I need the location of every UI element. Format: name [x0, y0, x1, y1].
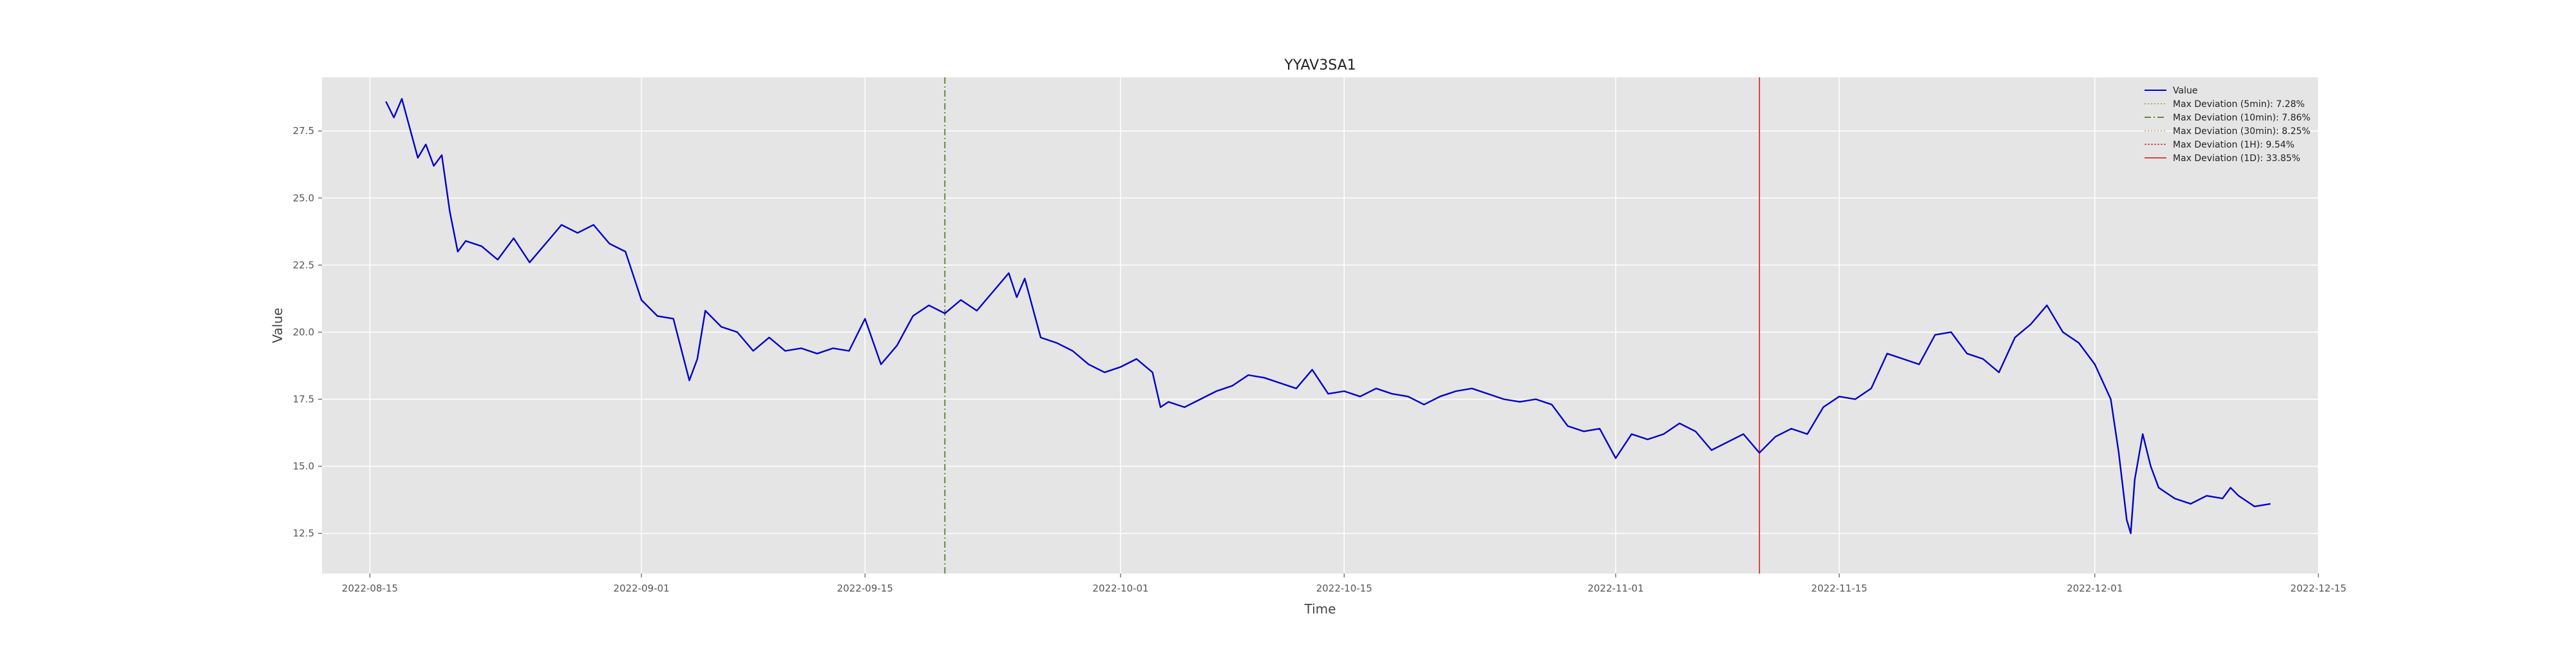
x-tick-label: 2022-09-15	[837, 583, 893, 594]
y-tick-label: 12.5	[293, 528, 314, 539]
legend-label: Value	[2173, 86, 2197, 96]
y-tick-label: 15.0	[293, 461, 314, 472]
series-line	[385, 98, 2271, 534]
x-tick-label: 2022-08-15	[342, 583, 398, 594]
y-tick-label: 25.0	[293, 192, 314, 204]
grid	[322, 77, 2319, 574]
series-layer	[385, 98, 2271, 534]
x-tick-label: 2022-09-01	[613, 583, 669, 594]
legend-label: Max Deviation (1H): 9.54%	[2173, 140, 2295, 150]
y-tick-label: 17.5	[293, 393, 314, 405]
y-tick-label: 20.0	[293, 326, 314, 338]
x-axis: 2022-08-15 2022-09-01 2022-09-15 2022-10-01…	[342, 574, 2347, 594]
y-axis: 12.5 15.0 17.5 20.0 22.5 25.0 27.5	[293, 125, 322, 539]
y-tick-label: 22.5	[293, 259, 314, 271]
y-tick-label: 27.5	[293, 125, 314, 137]
chart-title: YYAV3SA1	[1283, 57, 1356, 73]
x-tick-label: 2022-10-15	[1316, 583, 1372, 594]
legend-label: Max Deviation (5min): 7.28%	[2173, 99, 2305, 110]
x-tick-label: 2022-12-15	[2290, 583, 2346, 594]
x-tick-label: 2022-12-01	[2067, 583, 2123, 594]
x-tick-label: 2022-10-01	[1092, 583, 1148, 594]
x-tick-label: 2022-11-01	[1587, 583, 1643, 594]
deviation-lines	[944, 77, 1760, 574]
legend-label: Max Deviation (30min): 8.25%	[2173, 126, 2311, 137]
x-tick-label: 2022-11-15	[1811, 583, 1867, 594]
legend-label: Max Deviation (1D): 33.85%	[2173, 153, 2300, 164]
plot-area	[322, 77, 2318, 574]
legend-label: Max Deviation (10min): 7.86%	[2173, 113, 2311, 123]
x-axis-label: Time	[1304, 601, 1336, 617]
y-axis-label: Value	[270, 308, 285, 343]
legend: Value Max Deviation (5min): 7.28% Max Devi…	[2145, 86, 2311, 164]
